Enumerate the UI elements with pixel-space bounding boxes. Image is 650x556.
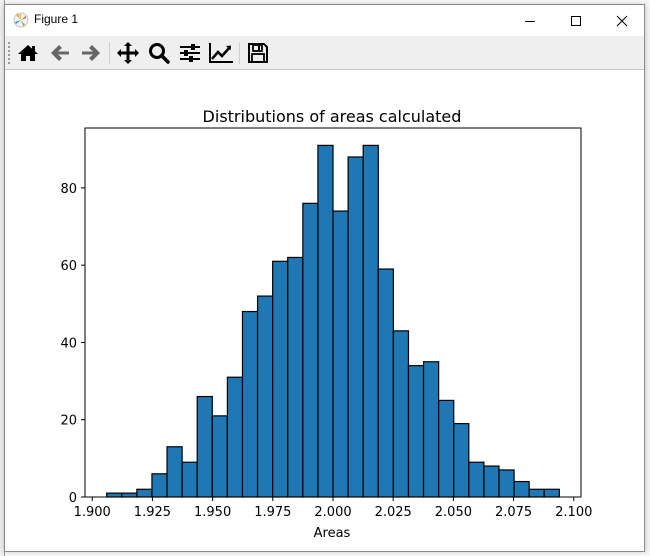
figure-window: Figure 1 — [4, 4, 645, 552]
histogram-bar — [468, 461, 485, 498]
sliders-icon — [180, 44, 200, 62]
floppy-disk-icon — [248, 43, 268, 63]
x-tick-label: 1.975 — [254, 505, 291, 520]
chart-title: Distributions of areas calculated — [203, 107, 462, 126]
navigation-toolbar — [5, 36, 644, 70]
move-icon — [117, 42, 139, 64]
toolbar-grip[interactable] — [8, 42, 12, 64]
matplotlib-logo-icon — [13, 12, 29, 28]
histogram-bar — [377, 268, 394, 498]
histogram-bar — [362, 144, 379, 498]
histogram-bar — [151, 473, 168, 498]
arrow-left-icon — [51, 45, 69, 61]
histogram-bar — [256, 295, 274, 498]
y-tick-label: 60 — [60, 259, 77, 274]
x-tick-label: 2.025 — [375, 505, 412, 520]
minimize-button[interactable] — [507, 5, 553, 36]
histogram-bar — [483, 465, 500, 498]
histogram-bar — [136, 488, 153, 498]
histogram-bar — [302, 202, 319, 498]
x-tick-label: 2.100 — [555, 505, 592, 520]
histogram-bar — [513, 480, 530, 498]
histogram-chart: Distributions of areas calculated 1.900 1… — [60, 107, 592, 541]
histogram-bar — [181, 461, 198, 498]
home-button[interactable] — [15, 41, 41, 65]
histogram-bar — [272, 260, 289, 498]
histogram-bar — [196, 395, 213, 498]
toolbar-separator — [239, 42, 240, 64]
minimize-icon — [525, 20, 535, 22]
x-tick-label: 2.050 — [435, 505, 472, 520]
background-window-edge-right — [644, 0, 650, 556]
y-tick-label: 0 — [69, 491, 77, 506]
histogram-bar — [121, 492, 138, 498]
maximize-icon — [571, 15, 581, 26]
histogram-bar — [422, 361, 440, 498]
x-tick-label: 1.950 — [194, 505, 231, 520]
window-title: Figure 1 — [34, 12, 79, 26]
histogram-bar — [166, 446, 183, 498]
histogram-bar — [453, 422, 470, 498]
edit-axis-button[interactable] — [208, 41, 234, 65]
x-axis-label: Areas — [314, 526, 351, 541]
histogram-bar — [287, 256, 304, 498]
histogram-bar — [438, 399, 455, 498]
home-icon — [18, 45, 38, 61]
save-button[interactable] — [245, 41, 271, 65]
histogram-bar — [226, 376, 244, 498]
histogram-bar — [347, 156, 364, 498]
zoom-button[interactable] — [146, 41, 172, 65]
back-button[interactable] — [47, 41, 73, 65]
y-tick-label: 80 — [60, 182, 77, 197]
histogram-bar — [317, 144, 334, 498]
toolbar-separator — [109, 42, 110, 64]
close-icon — [616, 15, 628, 26]
x-tick-label: 2.000 — [314, 505, 351, 520]
x-tick-label: 2.075 — [495, 505, 532, 520]
forward-button[interactable] — [78, 41, 104, 65]
histogram-bar — [241, 310, 259, 498]
y-tick-label: 40 — [60, 336, 77, 351]
x-tick-label: 1.925 — [134, 505, 171, 520]
magnifier-icon — [149, 43, 170, 64]
histogram-bar — [543, 488, 560, 498]
configure-subplots-button[interactable] — [177, 41, 203, 65]
histogram-bar — [332, 210, 349, 498]
histogram-bar — [528, 488, 545, 498]
histogram-bar — [407, 365, 425, 498]
close-button[interactable] — [599, 5, 645, 36]
line-chart-icon — [209, 43, 233, 63]
pan-button[interactable] — [115, 41, 141, 65]
histogram-bars — [106, 144, 560, 498]
histogram-bar — [392, 330, 410, 498]
figure-canvas[interactable]: Distributions of areas calculated 1.900 1… — [5, 70, 644, 551]
histogram-bar — [211, 415, 228, 498]
maximize-button[interactable] — [553, 5, 599, 36]
x-axis-ticks: 1.900 1.925 1.950 1.975 2.000 2.025 2.050 2.075… — [74, 497, 592, 520]
title-bar[interactable]: Figure 1 — [5, 5, 644, 36]
histogram-bar — [498, 469, 515, 498]
x-tick-label: 1.900 — [74, 505, 111, 520]
y-axis-ticks: 0 20 40 60 80 — [60, 182, 85, 506]
arrow-right-icon — [82, 45, 100, 61]
histogram-bar — [106, 492, 123, 498]
y-tick-label: 20 — [60, 414, 77, 429]
